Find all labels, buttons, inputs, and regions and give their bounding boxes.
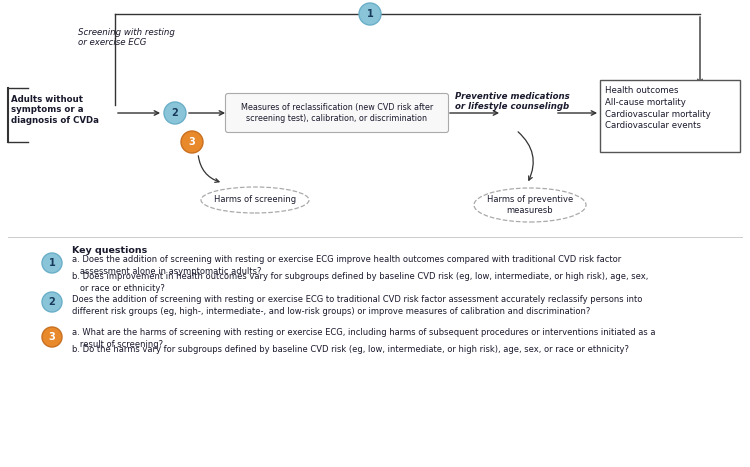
Text: Preventive medications
or lifestyle counselingb: Preventive medications or lifestyle coun… (455, 92, 570, 112)
Circle shape (42, 292, 62, 312)
Text: 3: 3 (189, 137, 195, 147)
Text: a. What are the harms of screening with resting or exercise ECG, including harms: a. What are the harms of screening with … (72, 328, 656, 349)
Text: 3: 3 (49, 332, 55, 342)
Circle shape (42, 327, 62, 347)
Text: 2: 2 (172, 108, 178, 118)
Text: Measures of reclassification (new CVD risk after
screening test), calibration, o: Measures of reclassification (new CVD ri… (241, 103, 434, 123)
Text: 2: 2 (49, 297, 55, 307)
Circle shape (164, 102, 186, 124)
Text: Health outcomes
All-cause mortality
Cardiovascular mortality
Cardiovascular even: Health outcomes All-cause mortality Card… (605, 86, 711, 130)
FancyBboxPatch shape (226, 93, 448, 133)
Text: b. Do the harms vary for subgroups defined by baseline CVD risk (eg, low, interm: b. Do the harms vary for subgroups defin… (72, 345, 629, 354)
Text: Harms of screening: Harms of screening (214, 196, 296, 205)
Ellipse shape (201, 187, 309, 213)
Text: Adults without
symptoms or a
diagnosis of CVDa: Adults without symptoms or a diagnosis o… (11, 95, 99, 125)
Text: Key questions: Key questions (72, 246, 147, 255)
Circle shape (42, 253, 62, 273)
Text: 1: 1 (367, 9, 374, 19)
Bar (600, 80, 740, 152)
Text: 1: 1 (49, 258, 55, 268)
Ellipse shape (474, 188, 586, 222)
Text: Does the addition of screening with resting or exercise ECG to traditional CVD r: Does the addition of screening with rest… (72, 295, 642, 316)
Circle shape (181, 131, 203, 153)
Text: b. Does improvement in health outcomes vary for subgroups defined by baseline CV: b. Does improvement in health outcomes v… (72, 272, 648, 293)
Text: Harms of preventive
measuresb: Harms of preventive measuresb (487, 195, 573, 215)
Text: a. Does the addition of screening with resting or exercise ECG improve health ou: a. Does the addition of screening with r… (72, 255, 621, 276)
Circle shape (359, 3, 381, 25)
Text: Screening with resting
or exercise ECG: Screening with resting or exercise ECG (78, 28, 175, 47)
